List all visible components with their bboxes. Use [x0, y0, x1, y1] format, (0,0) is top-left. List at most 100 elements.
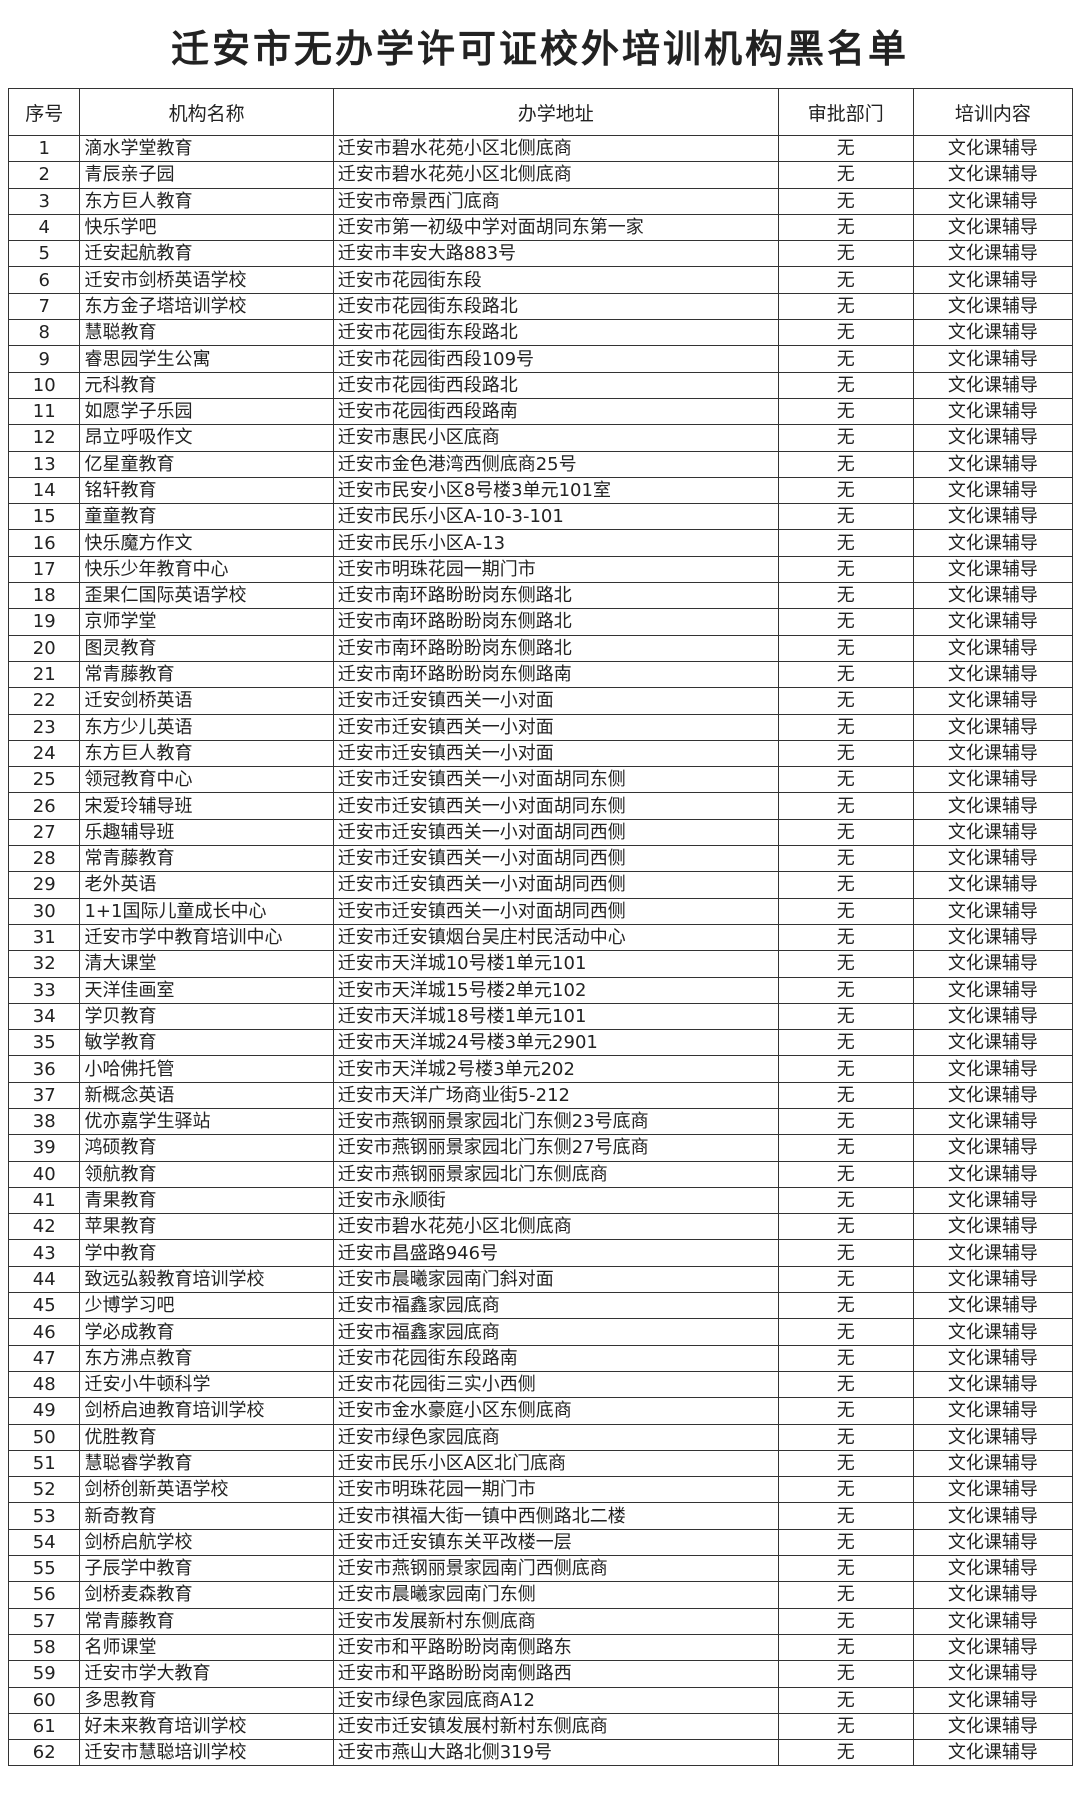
cell-name: 敏学教育: [79, 1029, 334, 1057]
table-row: 55 子辰学中教育 迁安市燕钢丽景家园南门西侧底商无文化课辅导: [7, 1555, 1073, 1583]
cell-index: 50: [7, 1423, 81, 1451]
cell-name: 童童教育: [79, 503, 334, 531]
cell-name: 常青藤教育: [79, 845, 334, 873]
cell-name: 少博学习吧: [79, 1292, 334, 1320]
cell-content: 文化课辅导: [912, 687, 1073, 715]
cell-content: 文化课辅导: [912, 1555, 1073, 1583]
table-row: 39 鸿硕教育 迁安市燕钢丽景家园北门东侧27号底商无文化课辅导: [7, 1134, 1073, 1162]
cell-address: 迁安市花园街东段路南: [332, 1344, 779, 1372]
table-row: 36 小哈佛托管 迁安市天洋城2号楼3单元202 无文化课辅导: [7, 1055, 1073, 1083]
cell-content: 文化课辅导: [912, 213, 1073, 242]
cell-index: 49: [7, 1397, 81, 1425]
table-row: 3 东方巨人教育 迁安市帝景西门底商无文化课辅导: [7, 187, 1073, 215]
cell-content: 文化课辅导: [912, 1712, 1073, 1741]
header-content: 培训内容: [912, 88, 1073, 136]
cell-index: 12: [7, 424, 81, 452]
cell-content: 文化课辅导: [912, 1002, 1073, 1031]
cell-approval: 无: [777, 266, 914, 294]
cell-name: 多思教育: [79, 1686, 334, 1714]
cell-content: 文化课辅导: [912, 1528, 1073, 1557]
table-row: 43 学中教育 迁安市昌盛路946号无文化课辅导: [7, 1239, 1073, 1267]
cell-index: 47: [7, 1344, 81, 1372]
cell-address: 迁安市帝景西门底商: [332, 187, 779, 215]
cell-address: 迁安市南环路盼盼岗东侧路北: [332, 582, 779, 610]
blacklist-table: 序号 机构名称 办学地址 审批部门 培训内容 1 滴水学堂教育 迁安市碧水花苑小区北…: [7, 88, 1073, 1767]
cell-name: 慧聪睿学教育: [79, 1449, 334, 1478]
cell-name: 东方沸点教育: [79, 1344, 334, 1372]
cell-content: 文化课辅导: [912, 1160, 1073, 1188]
table-row: 31 迁安市学中教育培训中心 迁安市迁安镇烟台吴庄村民活动中心无文化课辅导: [7, 923, 1073, 952]
cell-approval: 无: [777, 713, 914, 741]
cell-index: 33: [7, 976, 81, 1004]
cell-name: 歪果仁国际英语学校: [79, 582, 334, 610]
cell-name: 青辰亲子园: [79, 161, 334, 189]
cell-name: 剑桥启迪教育培训学校: [79, 1397, 334, 1425]
cell-approval: 无: [777, 476, 914, 505]
table-row: 16 快乐魔方作文 迁安市民乐小区A-13 无文化课辅导: [7, 529, 1073, 557]
cell-name: 天洋佳画室: [79, 976, 334, 1004]
header-index: 序号: [7, 88, 81, 136]
cell-index: 56: [7, 1581, 81, 1609]
cell-address: 迁安市花园街西段路北: [332, 371, 779, 399]
cell-approval: 无: [777, 1318, 914, 1346]
cell-address: 迁安市天洋城15号楼2单元102: [332, 976, 779, 1004]
cell-index: 32: [7, 950, 81, 978]
cell-index: 35: [7, 1029, 81, 1057]
cell-index: 60: [7, 1686, 81, 1714]
cell-name: 致远弘毅教育培训学校: [79, 1265, 334, 1294]
cell-approval: 无: [777, 1055, 914, 1083]
cell-content: 文化课辅导: [912, 897, 1073, 925]
cell-content: 文化课辅导: [912, 1660, 1073, 1688]
cell-content: 文化课辅导: [912, 766, 1073, 794]
cell-index: 55: [7, 1555, 81, 1583]
cell-address: 迁安市绿色家园底商A12: [332, 1686, 779, 1714]
cell-address: 迁安市祺福大街一镇中西侧路北二楼: [332, 1502, 779, 1530]
table-row: 34 学贝教育 迁安市天洋城18号楼1单元101 无文化课辅导: [7, 1002, 1073, 1031]
cell-index: 53: [7, 1502, 81, 1530]
cell-index: 21: [7, 660, 81, 689]
cell-index: 58: [7, 1633, 81, 1662]
cell-address: 迁安市燕山大路北侧319号: [332, 1739, 779, 1767]
cell-index: 39: [7, 1134, 81, 1162]
cell-name: 优亦嘉学生驿站: [79, 1107, 334, 1136]
cell-index: 22: [7, 687, 81, 715]
cell-index: 9: [7, 345, 81, 373]
cell-name: 常青藤教育: [79, 1607, 334, 1635]
cell-approval: 无: [777, 1029, 914, 1057]
cell-approval: 无: [777, 1712, 914, 1741]
cell-name: 如愿学子乐园: [79, 397, 334, 426]
cell-content: 文化课辅导: [912, 1081, 1073, 1109]
cell-approval: 无: [777, 1397, 914, 1425]
cell-content: 文化课辅导: [912, 582, 1073, 610]
cell-approval: 无: [777, 529, 914, 557]
cell-address: 迁安市燕钢丽景家园北门东侧27号底商: [332, 1134, 779, 1162]
cell-content: 文化课辅导: [912, 1213, 1073, 1241]
table-row: 62 迁安市慧聪培训学校 迁安市燕山大路北侧319号无文化课辅导: [7, 1739, 1073, 1767]
cell-index: 25: [7, 766, 81, 794]
cell-name: 剑桥启航学校: [79, 1528, 334, 1557]
table-row: 60 多思教育 迁安市绿色家园底商A12 无文化课辅导: [7, 1686, 1073, 1714]
table-row: 9 睿思园学生公寓 迁安市花园街西段109号无文化课辅导: [7, 345, 1073, 373]
table-row: 47 东方沸点教育 迁安市花园街东段路南无文化课辅导: [7, 1344, 1073, 1372]
cell-content: 文化课辅导: [912, 634, 1073, 662]
cell-approval: 无: [777, 660, 914, 689]
cell-address: 迁安市民乐小区A区北门底商: [332, 1449, 779, 1478]
cell-approval: 无: [777, 792, 914, 820]
table-row: 11 如愿学子乐园 迁安市花园街西段路南无文化课辅导: [7, 397, 1073, 426]
cell-name: 学中教育: [79, 1239, 334, 1267]
cell-address: 迁安市迁安镇西关一小对面: [332, 687, 779, 715]
cell-address: 迁安市迁安镇烟台吴庄村民活动中心: [332, 923, 779, 952]
cell-address: 迁安市花园街东段: [332, 266, 779, 294]
cell-approval: 无: [777, 345, 914, 373]
cell-content: 文化课辅导: [912, 266, 1073, 294]
cell-index: 45: [7, 1292, 81, 1320]
cell-index: 26: [7, 792, 81, 820]
cell-index: 48: [7, 1370, 81, 1399]
cell-content: 文化课辅导: [912, 660, 1073, 689]
cell-approval: 无: [777, 1186, 914, 1215]
cell-approval: 无: [777, 187, 914, 215]
cell-content: 文化课辅导: [912, 1476, 1073, 1504]
cell-name: 领航教育: [79, 1160, 334, 1188]
cell-name: 迁安小牛顿科学: [79, 1370, 334, 1399]
header-address: 办学地址: [332, 88, 779, 136]
